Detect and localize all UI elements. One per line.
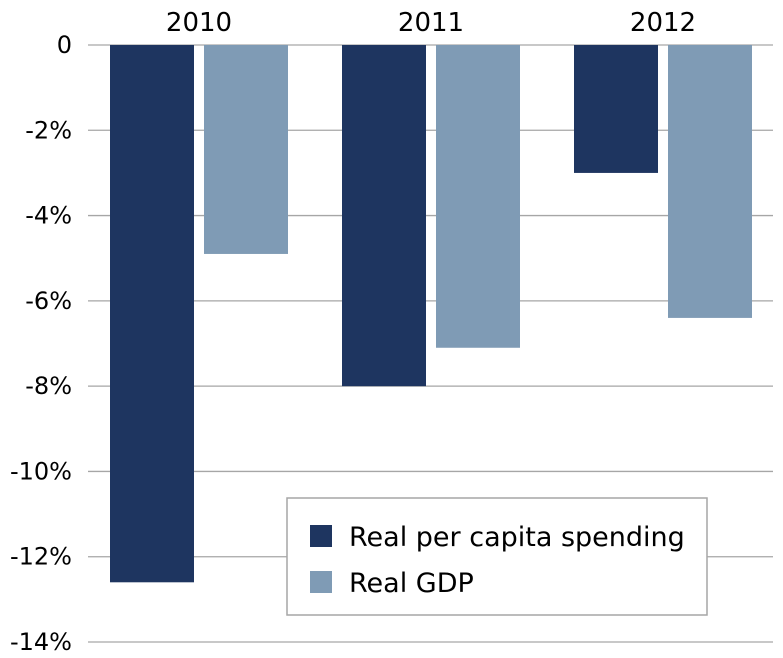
- bar-real-per-capita-spending-2012: [574, 45, 658, 173]
- y-axis-tick-labels: 0 -2% -4% -6% -8% -10% -12% -14%: [10, 31, 72, 656]
- y-tick-label: -6%: [25, 287, 72, 315]
- legend-label-real-per-capita-spending: Real per capita spending: [349, 522, 685, 553]
- y-tick-label: -8%: [25, 372, 72, 400]
- legend-swatch-real-per-capita-spending: [310, 525, 332, 547]
- bar-real-gdp-2011: [436, 45, 520, 348]
- category-label-2011: 2011: [398, 8, 464, 38]
- legend-box: [286, 497, 708, 616]
- legend-swatch-real-gdp: [310, 571, 332, 593]
- bar-real-gdp-2012: [668, 45, 752, 318]
- category-label-2010: 2010: [166, 8, 232, 38]
- bar-real-per-capita-spending-2011: [342, 45, 426, 387]
- legend: Real per capita spending Real GDP: [286, 497, 708, 616]
- y-tick-label: -12%: [10, 543, 72, 571]
- y-tick-label: -14%: [10, 628, 72, 656]
- y-tick-label: -10%: [10, 457, 72, 485]
- y-tick-label: 0: [57, 31, 72, 59]
- y-tick-label: -4%: [25, 202, 72, 230]
- y-tick-label: -2%: [25, 116, 72, 144]
- category-labels: 2010 2011 2012: [166, 8, 696, 38]
- gridlines: [88, 44, 773, 643]
- bar-real-per-capita-spending-2010: [110, 45, 194, 583]
- bars: [110, 45, 752, 583]
- legend-label-real-gdp: Real GDP: [349, 568, 474, 599]
- bar-real-gdp-2010: [204, 45, 288, 254]
- category-label-2012: 2012: [630, 8, 696, 38]
